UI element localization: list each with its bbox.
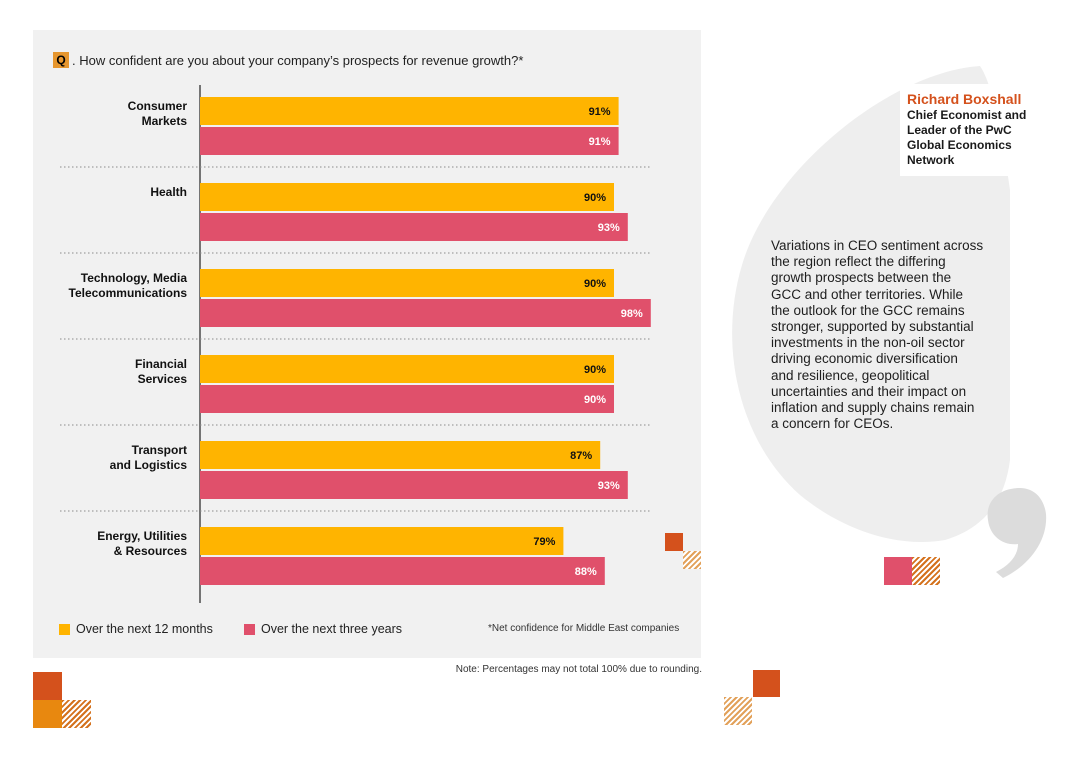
decor-hatch-bottom-left [62, 700, 91, 728]
author-title-line: Network [907, 153, 955, 167]
decor-square-red-bottom-right [753, 670, 780, 697]
category-label: Energy, Utilities [97, 529, 187, 543]
decor-hatch-bottom-right [724, 697, 752, 725]
bar [200, 213, 628, 241]
data-label: 90% [584, 364, 606, 376]
legend-item-three-years: Over the next three years [244, 622, 402, 636]
question-row: Q . How confident are you about your com… [53, 52, 523, 68]
bar [200, 269, 614, 297]
quote-line: the region reflect the differing [771, 254, 946, 270]
data-label: 93% [598, 222, 620, 234]
category-label: Markets [142, 114, 188, 128]
quote-line: inflation and supply chains remain [771, 400, 975, 416]
quote-line: stronger, supported by substantial [771, 319, 974, 335]
decor-square-red-bottom-left [33, 672, 62, 700]
quote-line: and resilience, geopolitical [771, 367, 930, 383]
quote-line: growth prospects between the [771, 270, 952, 286]
decor-hatch-mid [683, 551, 701, 569]
quote-line: investments in the non-oil sector [771, 335, 965, 351]
bar [200, 385, 614, 413]
quote-line: GCC and other territories. While [771, 286, 964, 302]
data-label: 87% [570, 450, 592, 462]
category-label: Technology, Media [81, 271, 188, 285]
legend-swatch-three-years [244, 623, 255, 635]
category-label: & Resources [114, 544, 188, 558]
category-label: Transport [132, 443, 187, 457]
decor-square-red-mid [665, 533, 683, 551]
quote-line: a concern for CEOs. [771, 416, 894, 432]
bar [200, 441, 601, 469]
legend-label-three-years: Over the next three years [261, 622, 403, 636]
author-title: Chief Economist and Leader of the PwC Gl… [907, 108, 1057, 168]
quote-line: driving economic diversification [771, 351, 958, 367]
bar [200, 127, 619, 155]
bar [200, 557, 605, 585]
category-label: Health [150, 185, 187, 199]
quote-bubble-shape [732, 66, 1010, 543]
bar [200, 527, 564, 555]
data-label: 98% [621, 308, 643, 320]
quote-line: Variations in CEO sentiment across [771, 238, 984, 253]
author-name: Richard Boxshall [907, 91, 1022, 107]
data-label: 90% [584, 278, 606, 290]
rounding-note: Note: Percentages may not total 100% due… [455, 664, 702, 675]
legend-swatch-12-months [59, 623, 70, 635]
question-text: . How confident are you about your compa… [72, 52, 524, 68]
question-badge: Q [53, 52, 69, 68]
data-label: 90% [584, 394, 606, 406]
author-title-line: Global Economics [907, 138, 1012, 152]
author-block: Richard Boxshall Chief Economist and Lea… [907, 91, 1057, 168]
bar [200, 355, 614, 383]
legend-label-12-months: Over the next 12 months [76, 622, 213, 636]
bar [200, 299, 651, 327]
author-panel-bg [900, 84, 1080, 176]
legend-item-12-months: Over the next 12 months [59, 622, 213, 636]
decor-square-orange-bottom-left [33, 700, 62, 728]
bar [200, 471, 628, 499]
decor-hatch-right [912, 557, 940, 585]
closing-quote-mark [987, 488, 1047, 578]
quote-line: the outlook for the GCC remains [771, 302, 965, 318]
bar [200, 183, 614, 211]
bar [200, 97, 619, 125]
author-title-line: Chief Economist and [907, 108, 1027, 122]
category-label: Consumer [128, 99, 188, 113]
category-label: Financial [135, 357, 187, 371]
data-label: 90% [584, 192, 606, 204]
decor-square-pink-right [884, 557, 912, 585]
quote-line: uncertainties and their impact on [771, 383, 967, 399]
data-label: 91% [589, 136, 611, 148]
category-label: and Logistics [110, 458, 188, 472]
quote-body: Variations in CEO sentiment across the r… [771, 238, 1019, 432]
author-title-line: Leader of the PwC [907, 123, 1012, 137]
data-label: 91% [589, 106, 611, 118]
footnote: *Net confidence for Middle East companie… [488, 623, 680, 634]
data-label: 93% [598, 480, 620, 492]
category-label: Telecommunications [69, 286, 188, 300]
category-label: Services [138, 372, 188, 386]
data-label: 79% [533, 536, 555, 548]
data-label: 88% [575, 566, 597, 578]
